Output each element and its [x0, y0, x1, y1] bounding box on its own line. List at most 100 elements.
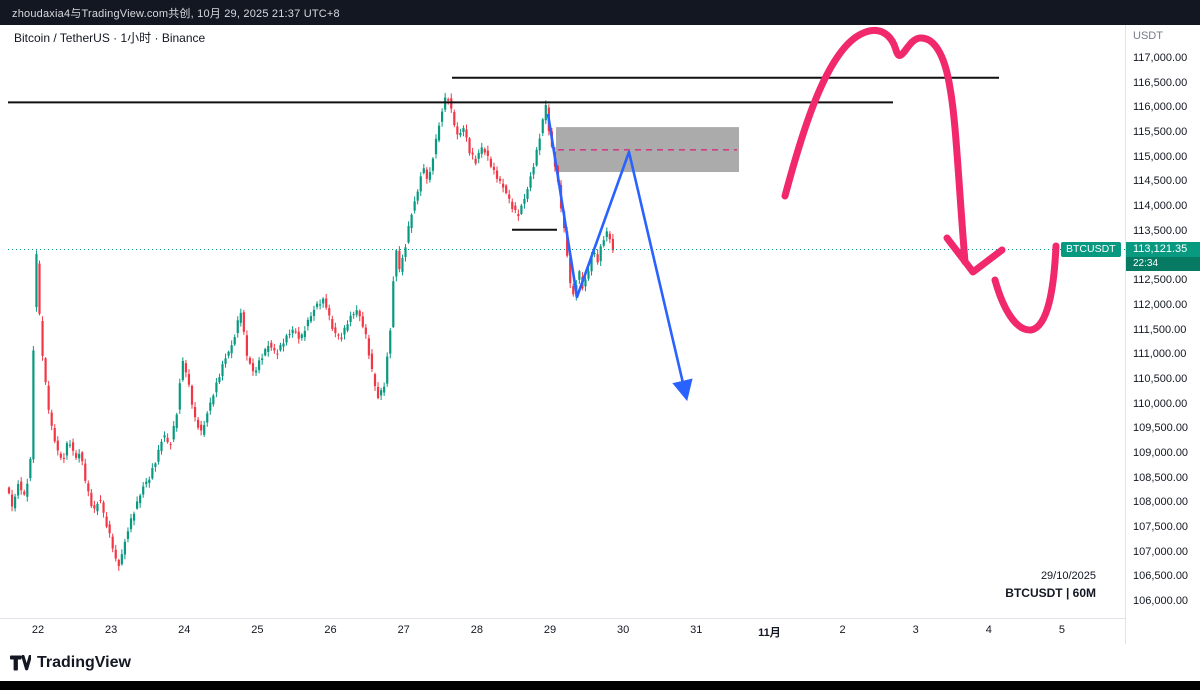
time-axis-label: 27 [397, 624, 410, 636]
candle-body [578, 271, 581, 280]
candle-body [355, 310, 358, 315]
tradingview-logo[interactable]: TradingView [10, 654, 131, 672]
pink-brush-stroke[interactable] [991, 242, 1060, 334]
candle-body [608, 233, 611, 240]
candle-body [459, 132, 462, 136]
candle-body [84, 463, 87, 481]
watermark-date: 29/10/2025 [1040, 570, 1096, 582]
candle-body [398, 250, 401, 270]
candle-body [492, 166, 496, 170]
pink-freehand-annotation[interactable] [781, 26, 1060, 334]
candle-body [587, 271, 590, 279]
price-axis-label: 117,000.00 [1133, 52, 1188, 64]
candle-body [526, 189, 529, 199]
candle-body [251, 363, 255, 372]
time-axis-label: 24 [178, 624, 191, 636]
candle-body [35, 254, 38, 308]
candle-body [227, 351, 230, 356]
blue-projection-arrow[interactable] [546, 113, 693, 402]
price-axis-label: 116,500.00 [1133, 76, 1188, 89]
price-axis-label: 108,500.00 [1133, 471, 1189, 484]
candle-body [352, 314, 355, 316]
candle-body [200, 424, 203, 431]
candle-body [285, 335, 288, 343]
pink-brush-stroke[interactable] [781, 26, 969, 266]
candle-body [596, 254, 599, 263]
time-axis[interactable]: 22 23 24 25 26 27 28 29 30 31 11月 2 3 4 5 [0, 619, 1125, 644]
candle-body [419, 176, 422, 192]
candle-body [328, 308, 331, 316]
candle-body [428, 172, 431, 180]
candle-body [373, 374, 377, 387]
candle-body [508, 194, 511, 199]
candle-body [56, 440, 59, 451]
candle-body [14, 496, 17, 509]
candle-body [99, 500, 102, 502]
horizontal-trend-lines[interactable] [8, 76, 999, 231]
candle-body [593, 252, 596, 254]
candle-body [468, 138, 471, 154]
candle-body [50, 412, 53, 426]
chart-watermark: 29/10/2025 BTCUSDT | 60M [1005, 570, 1096, 600]
candle-body [392, 281, 395, 328]
candle-body [599, 246, 602, 262]
candle-body [270, 342, 273, 348]
pink-brush-stroke[interactable] [943, 234, 1006, 276]
candle-body [319, 304, 322, 306]
candle-body [126, 531, 130, 539]
time-axis-label: 22 [31, 624, 45, 636]
price-axis-label: 114,000.00 [1133, 200, 1188, 213]
candle-body [114, 549, 117, 559]
candle-body [203, 425, 206, 435]
blue-arrow-path[interactable] [546, 113, 693, 402]
candle-body [312, 309, 316, 316]
candle-body [309, 316, 313, 322]
candle-body [453, 112, 456, 126]
candle-body [541, 119, 544, 134]
candle-body [136, 501, 139, 509]
candle-body [78, 453, 81, 459]
candle-body [71, 442, 75, 451]
candle-body [291, 329, 294, 334]
candle-body [437, 125, 441, 141]
candle-body [26, 483, 29, 497]
price-axis-label: 107,500.00 [1133, 520, 1189, 533]
candle-body [218, 377, 221, 383]
candle-body [108, 524, 111, 534]
candle-body [566, 231, 569, 256]
current-price-value: 113,121.35 [1133, 242, 1188, 255]
candle-body [160, 441, 163, 451]
candle-body [395, 250, 398, 277]
supply-zone-rectangle[interactable] [556, 127, 739, 173]
candle-body [322, 298, 325, 304]
candle-body [523, 198, 526, 204]
price-axis-label: 112,000.00 [1133, 298, 1188, 311]
price-axis-label: 115,500.00 [1133, 126, 1188, 139]
price-axis-label: 106,500.00 [1133, 570, 1189, 583]
price-axis-label: 111,500.00 [1133, 323, 1187, 336]
price-axis[interactable]: USDT 117,000.00 116,500.00 116,000.00 115,5… [1125, 25, 1200, 644]
candle-body [75, 453, 78, 458]
candle-body [87, 483, 90, 492]
candle-body [337, 334, 340, 336]
candle-body [511, 201, 514, 209]
candle-body [450, 98, 453, 109]
topbar: zhoudaxia4与TradingView.com共创, 10月 29, 20… [0, 0, 1200, 25]
candle-body [248, 357, 252, 364]
candle-body [306, 319, 309, 327]
candle-body [544, 105, 547, 121]
candle-body [349, 315, 352, 322]
candle-body [340, 337, 343, 340]
price-axis-label: 114,500.00 [1133, 175, 1188, 188]
candle-body [425, 169, 428, 179]
candlestick-series[interactable] [7, 92, 614, 571]
price-axis-label: 115,000.00 [1133, 150, 1188, 163]
candle-body [41, 321, 44, 356]
candle-body [105, 516, 108, 527]
candle-body [279, 345, 282, 351]
time-axis-label: 3 [912, 624, 919, 636]
candle-body [325, 298, 328, 308]
candle-body [303, 330, 306, 338]
candle-body [93, 505, 96, 509]
